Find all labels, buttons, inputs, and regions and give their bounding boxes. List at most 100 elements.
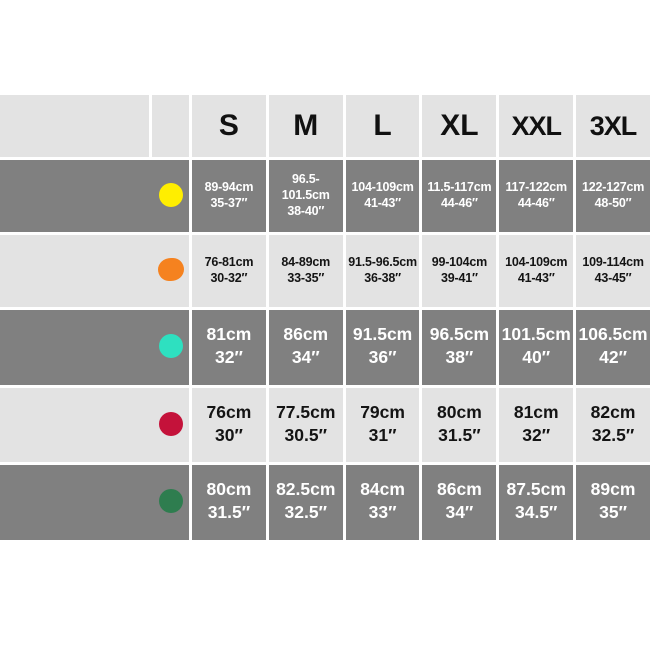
value-cm: 79cm (360, 401, 405, 422)
value-inches: 44-46″ (441, 195, 478, 210)
value-inches: 34.5″ (515, 502, 558, 522)
measurement-key-cell (152, 462, 192, 540)
cell-waist-M: 84-89cm 33-35″ (269, 232, 346, 307)
value-cm: 122-127cm (581, 179, 645, 194)
value-cm: 106.5cm (578, 324, 648, 345)
cell-sleeve-M: 82.5cm 32.5″ (269, 462, 346, 540)
value-inches: 40″ (522, 347, 551, 367)
value-cm: 89cm (590, 479, 636, 500)
cell-inseam-L: 79cm 31″ (346, 385, 423, 462)
cell-hip-3XL: 106.5cm 42″ (576, 307, 650, 385)
value-cm: 86cm (437, 479, 482, 500)
inseam-key-icon (158, 411, 183, 436)
measurement-key-cell (152, 232, 192, 307)
measurement-key-cell (152, 385, 192, 462)
value-cm: 117-122cm (505, 179, 568, 194)
value-cm: 86cm (283, 324, 329, 345)
cell-chest-XL: 11.5-117cm 44-46″ (422, 157, 500, 232)
value-inches: 33″ (368, 502, 397, 522)
value-cm: 87.5cm (506, 479, 566, 500)
header-size-m: M (269, 95, 346, 157)
value-inches: 38-40″ (287, 203, 325, 218)
row-separator (0, 157, 650, 160)
value-cm: 82.5cm (276, 479, 336, 500)
value-cm: 101.5cm (501, 324, 571, 345)
cell-sleeve-3XL: 89cm 35″ (576, 462, 650, 540)
header-size-3xl: 3XL (589, 110, 638, 141)
cell-chest-L: 104-109cm 41-43″ (346, 157, 423, 232)
value-cm: 80cm (437, 401, 482, 422)
value-cm: 76-81cm (204, 254, 254, 269)
cell-hip-XXL: 101.5cm 40″ (499, 307, 577, 385)
header-size-l: L (346, 95, 423, 157)
header-figure-cell (0, 95, 152, 157)
value-cm: 81cm (513, 401, 559, 422)
table-row: 81cm 32″ 86cm 34″ 91.5cm 36″ 96.5cm 38″ 101.5cm 4… (0, 307, 650, 385)
header-key-cell (152, 95, 192, 157)
value-inches: 34″ (291, 347, 320, 367)
value-cm: 109-114cm (582, 254, 644, 269)
cell-chest-3XL: 122-127cm 48-50″ (576, 157, 650, 232)
header-size-xl: XL (422, 95, 500, 157)
cell-inseam-S: 76cm 30″ (192, 385, 269, 462)
value-inches: 44-46″ (517, 195, 555, 210)
chest-key-icon (158, 182, 183, 207)
table-row: 76-81cm 30-32″ 84-89cm 33-35″ 91.5-96.5cm 36-… (0, 232, 650, 307)
cell-hip-XL: 96.5cm 38″ (422, 307, 500, 385)
cell-waist-XXL: 104-109cm 41-43″ (499, 232, 577, 307)
measurement-key-cell (152, 157, 192, 232)
value-inches: 30-32″ (210, 270, 248, 285)
header-size-xxl: XXL (499, 95, 577, 157)
value-inches: 41-43″ (517, 270, 555, 285)
value-cm: 89-94cm (204, 179, 254, 194)
cell-inseam-M: 77.5cm 30.5″ (269, 385, 346, 462)
value-inches: 41-43″ (364, 195, 401, 210)
value-cm: 84-89cm (281, 254, 331, 269)
value-inches: 33-35″ (287, 270, 325, 285)
row-separator (0, 385, 650, 388)
cell-inseam-XXL: 81cm 32″ (499, 385, 577, 462)
sleeve-key-icon (158, 489, 183, 513)
value-cm: 81cm (206, 324, 252, 345)
cell-chest-XXL: 117-122cm 44-46″ (499, 157, 577, 232)
row-separator (0, 232, 650, 235)
value-cm: 76cm (206, 401, 252, 422)
cell-inseam-3XL: 82cm 32.5″ (576, 385, 650, 462)
value-inches: 35-37″ (210, 195, 248, 210)
value-cm: 96.5cm (429, 324, 490, 345)
cell-hip-S: 81cm 32″ (192, 307, 269, 385)
cell-chest-S: 89-94cm 35-37″ (192, 157, 269, 232)
value-cm: 91.5-96.5cm (348, 254, 417, 269)
cell-chest-M: 96.5-101.5cm 38-40″ (269, 157, 346, 232)
size-chart-table: S M L XL XXL 3XL 89-94cm 35-37″ 96.5-101.5… (0, 95, 650, 540)
cell-waist-S: 76-81cm 30-32″ (192, 232, 269, 307)
value-inches: 31.5″ (207, 502, 251, 522)
cell-sleeve-XL: 86cm 34″ (422, 462, 500, 540)
value-inches: 35″ (599, 502, 627, 522)
cell-hip-L: 91.5cm 36″ (346, 307, 423, 385)
value-cm: 77.5cm (276, 401, 336, 422)
value-cm: 104-109cm (505, 254, 568, 269)
value-inches: 42″ (599, 347, 627, 367)
cell-sleeve-S: 80cm 31.5″ (192, 462, 269, 540)
cell-inseam-XL: 80cm 31.5″ (422, 385, 500, 462)
cell-waist-3XL: 109-114cm 43-45″ (576, 232, 650, 307)
waist-key-icon (157, 258, 184, 281)
cell-hip-M: 86cm 34″ (269, 307, 346, 385)
cell-sleeve-L: 84cm 33″ (346, 462, 423, 540)
value-cm: 96.5-101.5cm (281, 171, 330, 202)
value-inches: 31″ (368, 424, 397, 445)
value-inches: 32″ (522, 424, 551, 445)
hip-key-icon (158, 334, 183, 358)
row-separator (0, 307, 650, 310)
value-inches: 38″ (445, 347, 474, 367)
value-cm: 11.5-117cm (427, 179, 492, 194)
measurement-key-cell (152, 307, 192, 385)
value-inches: 48-50″ (594, 195, 632, 210)
row-separator (0, 462, 650, 465)
value-inches: 32.5″ (284, 502, 327, 522)
table-row: 89-94cm 35-37″ 96.5-101.5cm 38-40″ 104-109cm… (0, 157, 650, 232)
value-cm: 99-104cm (431, 254, 488, 269)
value-inches: 43-45″ (594, 270, 632, 285)
value-cm: 80cm (206, 479, 252, 500)
